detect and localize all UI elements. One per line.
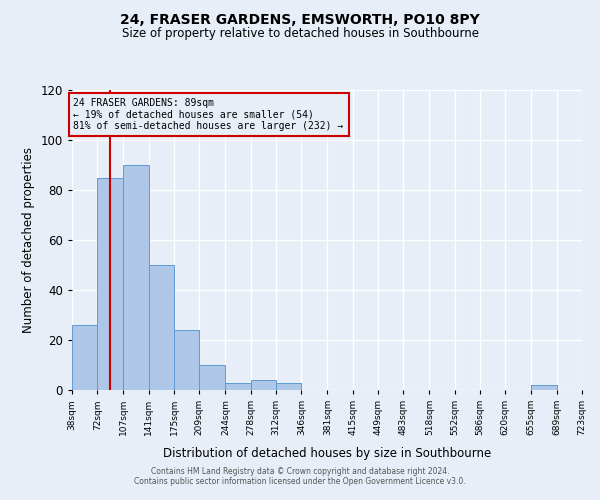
X-axis label: Distribution of detached houses by size in Southbourne: Distribution of detached houses by size … [163,446,491,460]
Bar [72,325,97,390]
Y-axis label: Number of detached properties: Number of detached properties [22,147,35,333]
Text: 24 FRASER GARDENS: 89sqm
← 19% of detached houses are smaller (54)
81% of semi-d: 24 FRASER GARDENS: 89sqm ← 19% of detach… [73,98,344,130]
Bar [199,365,226,390]
Text: 24, FRASER GARDENS, EMSWORTH, PO10 8PY: 24, FRASER GARDENS, EMSWORTH, PO10 8PY [120,12,480,26]
Text: Contains public sector information licensed under the Open Government Licence v3: Contains public sector information licen… [134,477,466,486]
Bar [97,178,124,390]
Bar [226,382,251,390]
Text: Contains HM Land Registry data © Crown copyright and database right 2024.: Contains HM Land Registry data © Crown c… [151,467,449,476]
Bar [149,265,174,390]
Bar [174,330,199,390]
Bar [251,380,276,390]
Bar [276,382,301,390]
Text: Size of property relative to detached houses in Southbourne: Size of property relative to detached ho… [121,28,479,40]
Bar [124,165,149,390]
Bar [532,385,557,390]
